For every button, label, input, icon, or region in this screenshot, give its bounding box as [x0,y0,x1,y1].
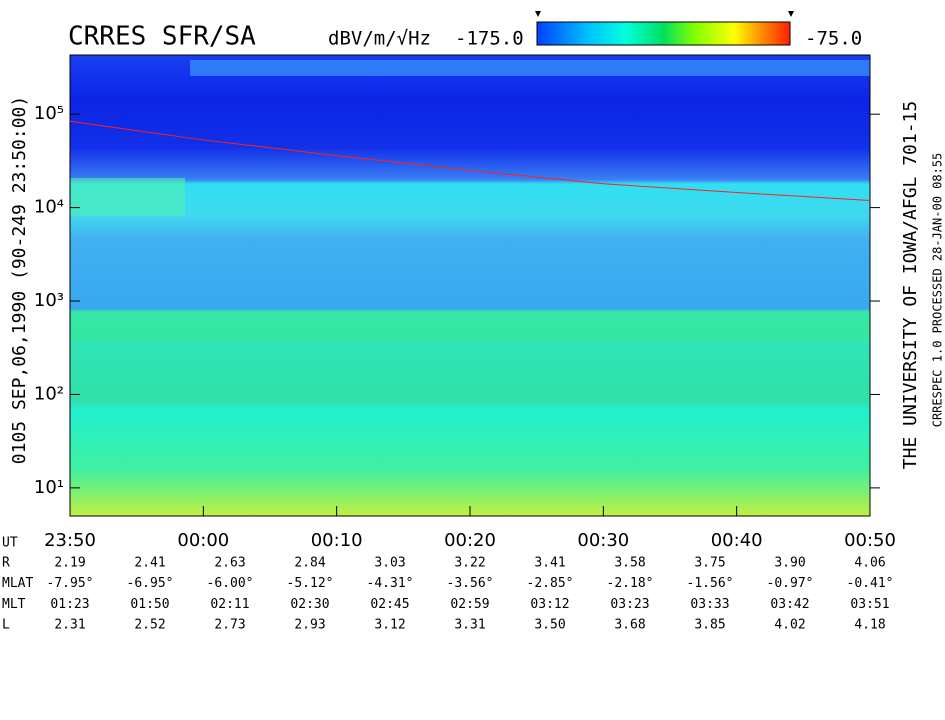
ephemeris-value: 3.58 [614,556,645,571]
x-tick-label: 00:40 [711,530,763,551]
spectrogram-patch [70,310,870,340]
x-tick-label: 00:20 [444,530,496,551]
x-axis-label: UT [2,536,18,551]
ephemeris-value: 3.31 [454,618,485,633]
ephemeris-value: 4.18 [854,618,885,633]
ephemeris-label: L [2,618,10,633]
ephemeris-value: 3.12 [374,618,405,633]
colorbar-max-marker [788,11,794,17]
colorbar-min-label: -175.0 [455,28,524,50]
ephemeris-value: 02:11 [210,597,249,612]
y-tick-label: 10² [34,383,64,404]
ephemeris-value: 3.03 [374,556,405,571]
ephemeris-value: -5.12° [287,576,334,591]
ephemeris-label: MLT [2,597,26,612]
y-tick-label: 10³ [34,290,64,311]
ephemeris-value: 03:33 [690,597,729,612]
ephemeris-value: 2.31 [54,618,85,633]
colorbar-min-marker [535,11,541,17]
chart-title: CRRES SFR/SA [68,22,256,52]
ephemeris-value: 02:30 [290,597,329,612]
colorbar [536,21,791,46]
ephemeris-value: 2.84 [294,556,325,571]
x-tick-label: 23:50 [44,530,96,551]
ephemeris-value: 02:45 [370,597,409,612]
y-tick-label: 10⁵ [34,103,64,124]
ephemeris-value: 3.90 [774,556,805,571]
ephemeris-value: 2.41 [134,556,165,571]
ephemeris-value: -7.95° [47,576,94,591]
ephemeris-value: 4.02 [774,618,805,633]
ephemeris-value: 4.06 [854,556,885,571]
ephemeris-value: 3.22 [454,556,485,571]
ephemeris-value: 3.50 [534,618,565,633]
ephemeris-value: 2.19 [54,556,85,571]
line [69,120,871,202]
ephemeris-label: MLAT [2,576,33,591]
ephemeris-value: 2.52 [134,618,165,633]
spectrogram-patch [70,178,185,216]
ephemeris-value: -0.41° [847,576,894,591]
ephemeris-value: -1.56° [687,576,734,591]
spectrogram-patch [190,60,870,76]
colorbar-max-label: -75.0 [805,28,862,50]
ephemeris-value: 03:51 [850,597,889,612]
processed-label: CRRESPEC 1.0 PROCESSED 28-JAN-00 08:55 [931,153,945,428]
ephemeris-value: 03:42 [770,597,809,612]
ephemeris-value: 01:23 [50,597,89,612]
x-tick-label: 00:30 [577,530,629,551]
x-tick-label: 00:50 [844,530,896,551]
left-label: 0105 SEP,06,1990 (90-249 23:50:00) [9,96,30,464]
ephemeris-value: -6.00° [207,576,254,591]
ephemeris-value: -6.95° [127,576,174,591]
spectrogram-image [70,55,870,516]
ephemeris-value: 2.73 [214,618,245,633]
x-tick-label: 00:00 [177,530,229,551]
ephemeris-value: -0.97° [767,576,814,591]
x-tick-label: 00:10 [311,530,363,551]
ephemeris-value: -2.18° [607,576,654,591]
ephemeris-value: 3.75 [694,556,725,571]
ephemeris-value: 2.63 [214,556,245,571]
ephemeris-value: 3.68 [614,618,645,633]
ephemeris-value: 3.41 [534,556,565,571]
y-tick-label: 10¹ [34,477,64,498]
y-tick-label: 10⁴ [34,197,64,218]
ephemeris-value: 3.85 [694,618,725,633]
right-label: THE UNIVERSITY OF IOWA/AFGL 701-15 [900,101,921,469]
ephemeris-value: -3.56° [447,576,494,591]
ephemeris-label: R [2,556,10,571]
ephemeris-value: 03:12 [530,597,569,612]
ephemeris-value: -2.85° [527,576,574,591]
ephemeris-value: 01:50 [130,597,169,612]
colorbar-unit: dBV/m/√Hz [328,28,431,50]
ephemeris-value: 03:23 [610,597,649,612]
ephemeris-value: 2.93 [294,618,325,633]
ephemeris-value: -4.31° [367,576,414,591]
ephemeris-value: 02:59 [450,597,489,612]
